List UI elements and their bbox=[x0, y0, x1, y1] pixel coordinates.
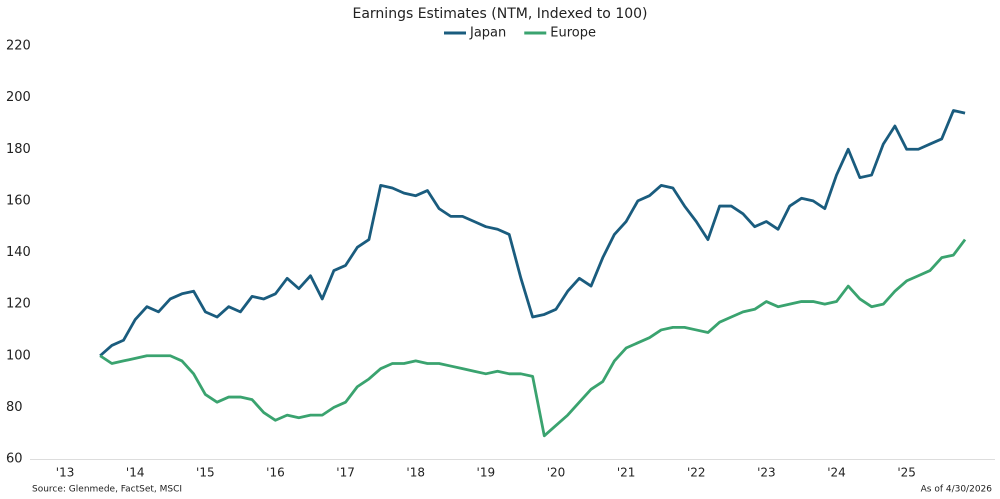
legend-label: Japan bbox=[469, 26, 506, 41]
legend-label: Europe bbox=[550, 26, 596, 41]
x-tick-label: '18 bbox=[406, 466, 425, 480]
y-tick-label: 160 bbox=[6, 193, 31, 208]
x-tick-label: '13 bbox=[56, 466, 75, 480]
x-tick-label: '25 bbox=[897, 466, 916, 480]
y-tick-label: 60 bbox=[6, 452, 23, 467]
x-tick-label: '23 bbox=[757, 466, 776, 480]
x-tick-label: '19 bbox=[477, 466, 496, 480]
series-line bbox=[99, 238, 967, 438]
y-tick-label: 220 bbox=[6, 39, 31, 54]
y-tick-label: 80 bbox=[6, 400, 23, 415]
x-tick-label: '14 bbox=[126, 466, 145, 480]
x-tick-label: '16 bbox=[266, 466, 285, 480]
y-tick-label: 180 bbox=[6, 142, 31, 157]
y-tick-label: 120 bbox=[6, 297, 31, 312]
x-tick-label: '20 bbox=[547, 466, 566, 480]
x-tick-label: '22 bbox=[687, 466, 706, 480]
source-note: Source: Glenmede, FactSet, MSCI bbox=[32, 485, 182, 495]
x-tick-label: '24 bbox=[827, 466, 846, 480]
x-tick-label: '17 bbox=[336, 466, 355, 480]
y-tick-label: 100 bbox=[6, 348, 31, 363]
y-tick-label: 200 bbox=[6, 90, 31, 105]
x-tick-label: '21 bbox=[617, 466, 636, 480]
chart-title: Earnings Estimates (NTM, Indexed to 100) bbox=[353, 6, 648, 22]
y-tick-label: 140 bbox=[6, 245, 31, 260]
as-of-note: As of 4/30/2026 bbox=[921, 485, 993, 495]
x-tick-label: '15 bbox=[196, 466, 215, 480]
series-line bbox=[99, 109, 966, 357]
